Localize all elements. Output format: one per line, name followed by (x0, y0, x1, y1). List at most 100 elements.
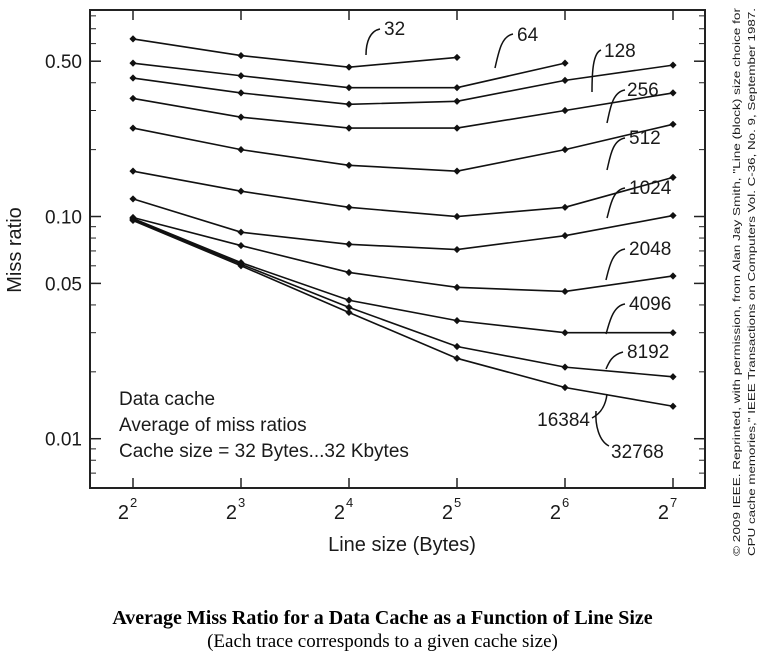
data-point-marker (669, 120, 677, 128)
data-point-marker (237, 72, 245, 80)
series-label: 16384 (537, 410, 590, 431)
data-point-marker (453, 317, 461, 325)
data-point-marker (237, 146, 245, 154)
data-point-marker (345, 161, 353, 169)
data-point-marker (345, 63, 353, 71)
series-markers (129, 35, 677, 410)
label-leaders (365, 28, 626, 447)
data-point-marker (237, 228, 245, 236)
data-point-marker (345, 303, 353, 311)
data-point-marker (345, 308, 353, 317)
series-label: 32768 (611, 442, 664, 463)
label-leader-line (591, 393, 608, 419)
data-point-marker (345, 124, 353, 132)
label-leader-line (595, 410, 610, 447)
y-tick-label: 0.05 (45, 274, 82, 295)
x-tick-label-base: 2 (442, 502, 453, 524)
data-point-marker (453, 167, 461, 175)
y-tick-label: 0.01 (45, 430, 82, 451)
data-point-marker (345, 296, 353, 304)
series-label: 8192 (627, 342, 669, 363)
series-line (132, 123, 674, 172)
data-point-marker (669, 61, 677, 69)
data-point-marker (453, 245, 461, 254)
label-leader-line (605, 248, 626, 281)
data-point-marker (453, 84, 461, 92)
y-tick-label: 0.10 (45, 208, 82, 229)
series-labels: 32 64 128 256 512 1024 2048 4096 8192 16384 32768 (384, 19, 672, 463)
data-point-marker (345, 203, 353, 211)
figure-caption-title: Average Miss Ratio for a Data Cache as a… (112, 607, 653, 629)
label-leader-line (494, 33, 514, 69)
data-point-marker (561, 363, 569, 371)
label-leader-line (606, 187, 626, 219)
data-point-marker (129, 195, 137, 203)
data-point-marker (237, 241, 245, 250)
data-point-marker (129, 74, 137, 82)
data-point-marker (453, 212, 461, 221)
x-tick-label-exponent: 7 (670, 495, 677, 510)
data-point-marker (129, 94, 137, 103)
inset-line-3: Cache size = 32 Bytes...32 Kbytes (119, 441, 409, 462)
data-point-marker (561, 232, 569, 240)
data-point-marker (561, 203, 569, 211)
inset-line-2: Average of miss ratios (119, 415, 307, 436)
figure-caption-subtitle: (Each trace corresponds to a given cache… (207, 631, 558, 652)
label-leader-line (606, 89, 626, 124)
data-point-marker (561, 287, 569, 296)
series-line (132, 38, 458, 68)
label-leader-line (606, 137, 626, 171)
series-line (132, 218, 674, 378)
data-point-marker (345, 100, 353, 108)
credit-line-2: CPU cache memories," IEEE Transactions o… (746, 8, 758, 556)
label-leader-line (365, 28, 381, 56)
data-point-marker (561, 76, 569, 84)
data-point-marker (669, 173, 677, 181)
data-point-marker (129, 59, 137, 67)
data-point-marker (453, 342, 461, 351)
series-label: 256 (627, 80, 659, 101)
x-tick-label-base: 2 (550, 502, 561, 524)
miss-ratio-chart: 32 6412825651210242048409681921638432768 … (4, 7, 758, 556)
data-point-marker (669, 211, 677, 220)
data-point-marker (669, 272, 677, 280)
data-point-marker (129, 35, 137, 43)
series-label: 64 (517, 25, 539, 46)
series-line (132, 198, 674, 251)
data-point-marker (561, 146, 569, 154)
data-point-marker (237, 51, 245, 60)
x-tick-label-base: 2 (658, 502, 669, 524)
data-point-marker (453, 283, 461, 291)
series-label: 2048 (629, 239, 671, 260)
axis-ticks (90, 10, 705, 489)
data-point-marker (561, 59, 569, 67)
x-tick-label-exponent: 4 (346, 495, 353, 510)
data-point-marker (237, 113, 245, 121)
series-lines (132, 38, 674, 408)
data-point-marker (345, 84, 353, 92)
data-point-marker (345, 240, 353, 248)
data-point-marker (453, 354, 461, 362)
x-tick-label-exponent: 3 (238, 495, 245, 510)
label-leader-line (605, 303, 626, 335)
x-tick-label-exponent: 5 (454, 495, 461, 510)
data-point-marker (453, 53, 461, 62)
data-point-marker (237, 262, 245, 270)
series-line (132, 219, 674, 408)
x-tick-label-base: 2 (334, 502, 345, 524)
data-point-marker (453, 97, 461, 105)
data-point-marker (129, 167, 137, 175)
series-label: 512 (629, 128, 661, 149)
y-tick-labels: 0.01 0.05 0.10 0.50 (45, 52, 82, 451)
y-axis-label: Miss ratio (4, 207, 26, 293)
data-point-marker (561, 383, 569, 392)
series-label: 4096 (629, 294, 671, 315)
x-tick-label-base: 2 (118, 502, 129, 524)
data-point-marker (561, 106, 569, 115)
data-point-marker (345, 268, 353, 277)
credit-line-1: © 2009 IEEE. Reprinted, with permission,… (731, 7, 743, 556)
series-line (132, 217, 673, 334)
series-line (132, 170, 674, 218)
label-leader-line (605, 351, 624, 370)
series-label: 128 (604, 41, 636, 62)
